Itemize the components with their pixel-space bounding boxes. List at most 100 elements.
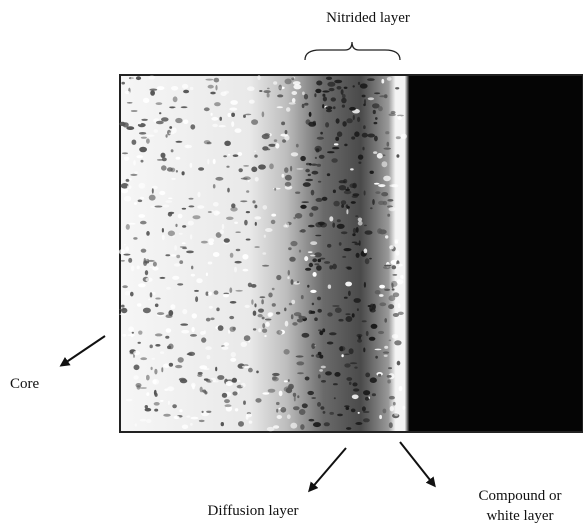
speckle [335, 136, 340, 141]
speckle [121, 304, 125, 308]
speckle [276, 274, 282, 281]
speckle [269, 163, 274, 170]
speckle [231, 112, 236, 118]
speckle [377, 373, 382, 377]
speckle [131, 139, 137, 145]
speckle [369, 170, 374, 174]
speckle [311, 302, 315, 306]
arrow [308, 447, 347, 493]
speckle [317, 402, 321, 407]
label: Diffusion layer [208, 503, 299, 519]
speckle [384, 264, 392, 267]
speckle [278, 390, 283, 397]
speckle [352, 227, 357, 234]
speckle [311, 354, 314, 357]
speckle [179, 409, 183, 413]
speckle [191, 326, 195, 333]
speckle [140, 357, 148, 361]
speckle [198, 419, 205, 423]
speckle [211, 210, 214, 214]
speckle [130, 110, 138, 112]
speckle [139, 196, 145, 200]
speckle [316, 80, 323, 86]
speckle [391, 265, 397, 270]
speckle [275, 143, 280, 149]
speckle [211, 116, 219, 121]
speckle [154, 408, 159, 412]
speckle [327, 312, 333, 317]
speckle [268, 143, 277, 147]
speckle [200, 331, 205, 335]
speckle [160, 152, 166, 158]
speckle [338, 318, 344, 322]
speckle [329, 265, 333, 270]
speckle [291, 299, 296, 305]
speckle [349, 362, 358, 365]
speckle [308, 310, 313, 315]
speckle [180, 106, 188, 109]
speckle [190, 273, 196, 277]
speckle [379, 302, 387, 307]
speckle [232, 391, 238, 396]
speckle [182, 225, 187, 228]
speckle [316, 163, 321, 167]
speckle [146, 392, 150, 396]
label: Nitrided layer [326, 10, 410, 26]
speckle [400, 274, 404, 279]
speckle [300, 424, 305, 430]
speckle [164, 388, 169, 391]
speckle [281, 173, 285, 178]
speckle [268, 312, 274, 317]
arrow [59, 335, 106, 367]
speckle [357, 411, 360, 414]
speckle [203, 378, 209, 381]
speckle [138, 330, 143, 335]
speckle [227, 112, 232, 118]
speckle [295, 355, 304, 358]
speckle [375, 117, 378, 120]
speckle [223, 294, 229, 298]
brace [304, 41, 401, 61]
speckle [327, 81, 336, 87]
speckle [317, 258, 322, 263]
speckle [191, 382, 196, 388]
speckle [230, 100, 238, 105]
speckle [391, 282, 394, 289]
speckle [272, 376, 277, 381]
speckle [161, 234, 165, 241]
speckle [365, 330, 369, 337]
speckle [183, 89, 190, 94]
speckle [221, 223, 225, 230]
speckle [266, 426, 275, 432]
speckle [219, 229, 224, 235]
speckle [172, 275, 180, 280]
speckle [310, 254, 316, 257]
speckle [304, 256, 309, 262]
speckle [354, 366, 358, 369]
speckle [149, 266, 155, 269]
speckle [205, 317, 211, 322]
speckle [144, 405, 148, 409]
speckle [210, 317, 215, 321]
speckle [187, 220, 194, 226]
speckle [208, 291, 212, 296]
speckle [336, 86, 342, 90]
speckle [215, 84, 218, 91]
speckle [298, 315, 307, 319]
speckle [148, 75, 156, 80]
speckle [308, 262, 314, 268]
speckle [348, 348, 354, 355]
speckle [206, 410, 212, 413]
speckle [203, 368, 210, 370]
speckle [121, 307, 128, 314]
speckle [309, 212, 314, 217]
speckle [391, 334, 399, 339]
speckle [216, 307, 220, 312]
speckle [139, 146, 148, 153]
speckle [151, 291, 156, 296]
speckle [277, 94, 284, 98]
speckle [388, 367, 392, 370]
speckle [241, 365, 250, 369]
speckle [149, 88, 158, 91]
